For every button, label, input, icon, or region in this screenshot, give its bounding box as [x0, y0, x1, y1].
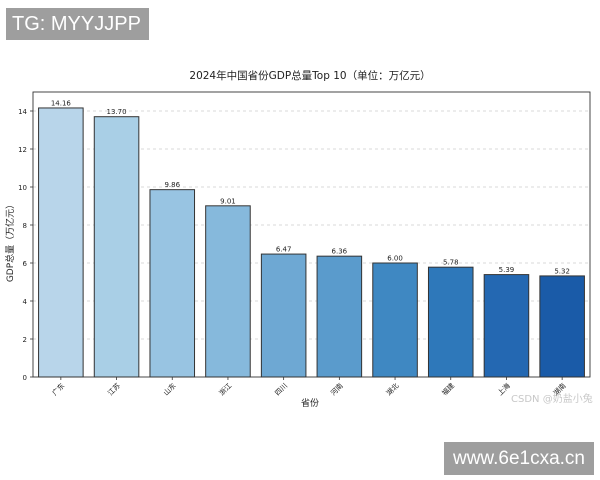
- bar: [38, 107, 84, 378]
- y-tick-label: 6: [23, 260, 28, 268]
- watermark-bottom-right: www.6e1cxa.cn: [444, 442, 594, 475]
- x-tick-label: 四川: [274, 382, 290, 398]
- bar: [372, 262, 418, 378]
- bar: [539, 275, 585, 378]
- bar: [427, 266, 474, 378]
- bar-value-label: 9.01: [220, 197, 236, 205]
- x-tick-label: 福建: [440, 381, 456, 397]
- bar: [260, 253, 307, 378]
- bar: [93, 116, 140, 378]
- y-tick-label: 2: [23, 336, 27, 344]
- bar-value-label: 13.70: [107, 108, 127, 116]
- y-tick-label: 8: [23, 222, 27, 230]
- x-tick-label: 湖北: [384, 381, 400, 397]
- bar-value-label: 9.86: [164, 181, 180, 189]
- bar: [149, 189, 196, 378]
- watermark-top-left: TG: MYYJJPP: [6, 8, 149, 40]
- bar: [483, 274, 530, 378]
- x-tick-label: 上海: [496, 381, 512, 397]
- plot-frame: [32, 91, 591, 378]
- bar: [205, 205, 251, 378]
- y-tick-label: 4: [23, 298, 28, 306]
- bar-value-label: 6.00: [387, 255, 403, 263]
- watermark-csdn: CSDN @奶盐小兔: [511, 394, 593, 405]
- x-tick-label: 山东: [161, 381, 177, 397]
- bar-value-label: 6.36: [332, 248, 348, 256]
- x-axis-label: 省份: [301, 397, 319, 409]
- x-tick-label: 广东: [50, 381, 66, 397]
- y-tick-label: 12: [18, 146, 27, 154]
- bar-value-label: 5.32: [554, 267, 570, 275]
- x-tick-label: 江苏: [106, 381, 122, 397]
- bar-value-label: 5.39: [499, 266, 515, 274]
- bar: [316, 255, 363, 378]
- x-tick-label: 河南: [329, 381, 345, 397]
- y-tick-label: 10: [18, 184, 27, 192]
- y-tick-label: 14: [18, 108, 27, 116]
- bar-value-label: 14.16: [51, 99, 72, 107]
- bars-group: 14.16 13.70 9.86 9.01 6.47 6.36 6.00 5.78 5.39 5.…: [38, 99, 585, 378]
- chart-title: 2024年中国省份GDP总量Top 10（单位：万亿元）: [189, 69, 430, 82]
- y-axis-label: GDP总量（万亿元）: [4, 200, 16, 282]
- y-tick-label: 0: [23, 374, 27, 382]
- bar-value-label: 5.78: [443, 259, 459, 267]
- x-tick-label: 浙江: [217, 381, 233, 397]
- bar-value-label: 6.47: [276, 246, 292, 254]
